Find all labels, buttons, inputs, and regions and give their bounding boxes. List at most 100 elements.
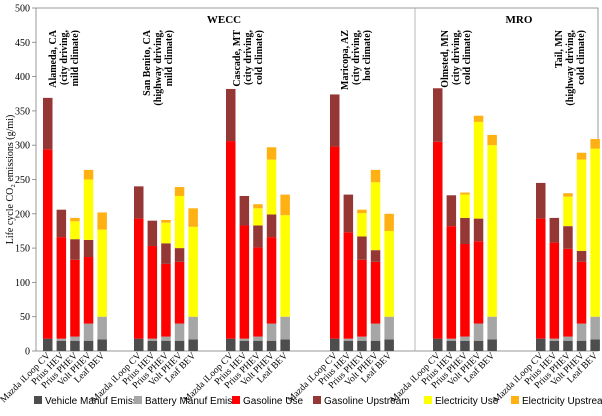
bar-segment-gasoline-use	[563, 248, 573, 337]
bar-segment-electricity-upstream	[83, 169, 94, 180]
bar-segment-battery-manuf-emiss	[370, 323, 381, 341]
bar-segment-vehicle-manuf-emiss	[161, 340, 171, 351]
location-label-line: San Benito, CA	[142, 29, 153, 96]
bar-segment-vehicle-manuf-emiss	[536, 338, 546, 351]
bar-segment-vehicle-manuf-emiss	[147, 340, 158, 351]
bar-segment-gasoline-use	[239, 225, 250, 339]
bar-segment-battery-manuf-emiss	[549, 338, 560, 341]
bar-segment-battery-manuf-emiss	[56, 338, 67, 341]
bar-segment-vehicle-manuf-emiss	[239, 340, 250, 351]
bar-segment-electricity-use	[460, 194, 470, 218]
bar-segment-battery-manuf-emiss	[487, 316, 497, 340]
bar-segment-electricity-use	[576, 159, 587, 251]
y-tick-label: 500	[15, 4, 30, 15]
bar-segment-battery-manuf-emiss	[253, 336, 263, 341]
y-tick-label: 0	[25, 347, 30, 358]
bar-segment-battery-manuf-emiss	[70, 336, 80, 341]
bar-segment-electricity-use	[370, 182, 381, 251]
location-label-line: cold climate)	[462, 30, 473, 85]
bar-segment-battery-manuf-emiss	[343, 338, 354, 341]
bar-segment-battery-manuf-emiss	[174, 323, 185, 341]
legend-label: Electricity Upstream	[522, 396, 602, 407]
location-label-line: (city driving,	[451, 30, 462, 85]
bar-segment-gasoline-upstream	[536, 182, 546, 219]
bar-segment-gasoline-use	[357, 259, 367, 337]
bar-segment-battery-manuf-emiss	[446, 338, 457, 341]
y-tick-label: 450	[15, 38, 30, 49]
bar-segment-vehicle-manuf-emiss	[433, 338, 443, 351]
bar-segment-vehicle-manuf-emiss	[460, 340, 470, 351]
bar-segment-electricity-use	[253, 208, 263, 226]
bar-segment-battery-manuf-emiss	[563, 336, 573, 341]
bar-segment-gasoline-upstream	[134, 186, 144, 219]
bar-segment-electricity-upstream	[174, 187, 185, 196]
bar-segment-electricity-use	[563, 196, 573, 227]
location-label-line: (city driving,	[59, 30, 70, 85]
bar-segment-electricity-upstream	[253, 204, 263, 209]
legend-swatch	[511, 396, 519, 404]
y-tick-label: 250	[15, 175, 30, 186]
bar-segment-gasoline-upstream	[370, 250, 381, 262]
location-label: San Benito, CA(highway driving,mild clim…	[142, 29, 175, 105]
y-tick-label: 150	[15, 244, 30, 255]
bar-segment-battery-manuf-emiss	[590, 316, 600, 340]
bar-segment-vehicle-manuf-emiss	[549, 340, 560, 351]
bar-segment-electricity-upstream	[487, 134, 497, 146]
location-label-line: hot climate)	[362, 30, 373, 81]
bar-segment-electricity-use	[83, 179, 94, 240]
bar-segment-gasoline-use	[446, 226, 457, 339]
bar-segment-electricity-use	[487, 145, 497, 317]
bar-segment-vehicle-manuf-emiss	[576, 340, 587, 351]
bar-segment-vehicle-manuf-emiss	[226, 338, 236, 351]
bar-segment-gasoline-use	[536, 218, 546, 339]
y-tick-label: 400	[15, 72, 30, 83]
bar-segment-battery-manuf-emiss	[473, 323, 484, 341]
bar-segment-gasoline-upstream	[43, 97, 53, 150]
legend-swatch	[34, 396, 42, 404]
legend-label: Gasoline Upstream	[324, 396, 410, 407]
bar-segment-electricity-use	[590, 148, 600, 317]
y-tick-label: 50	[20, 312, 30, 323]
location-label-line: Tail, MN	[554, 29, 565, 68]
bar-segment-electricity-upstream	[563, 193, 573, 197]
bar-segment-gasoline-use	[134, 218, 144, 339]
bar-segment-gasoline-upstream	[56, 209, 67, 238]
bar-segment-vehicle-manuf-emiss	[188, 339, 198, 351]
location-label-line: cold climate)	[254, 30, 265, 85]
bar-segment-gasoline-use	[70, 259, 80, 337]
y-tick-label: 350	[15, 106, 30, 117]
bar-segment-gasoline-use	[549, 242, 560, 339]
bar-segment-vehicle-manuf-emiss	[384, 339, 394, 351]
location-label: Olmsted, MN(city driving,cold climate)	[440, 29, 473, 88]
legend-label: Vehicle Manuf Emiss	[45, 396, 138, 407]
bar-segment-vehicle-manuf-emiss	[83, 340, 94, 351]
bar-segment-vehicle-manuf-emiss	[280, 339, 290, 351]
bar-segment-battery-manuf-emiss	[460, 336, 470, 341]
bar-segment-electricity-upstream	[384, 213, 394, 231]
region-label: WECC	[207, 14, 241, 26]
bar-segment-electricity-use	[188, 226, 198, 317]
bar-segment-gasoline-upstream	[330, 94, 340, 147]
bar-segment-gasoline-use	[147, 246, 158, 339]
bar-segment-gasoline-upstream	[576, 250, 587, 262]
legend-label: Electricity Use	[435, 396, 499, 407]
location-label-line: Maricopa, AZ	[340, 30, 351, 90]
bar-segment-vehicle-manuf-emiss	[134, 338, 144, 351]
bar-segment-gasoline-upstream	[357, 236, 367, 260]
location-label: Alameda, CA(city driving,mild climate)	[48, 29, 81, 88]
location-label-line: Cascade, MT	[232, 30, 243, 87]
bar-segment-battery-manuf-emiss	[188, 316, 198, 340]
bar-segment-gasoline-use	[174, 261, 185, 324]
bar-segment-vehicle-manuf-emiss	[357, 340, 367, 351]
bar-segment-gasoline-use	[433, 141, 443, 339]
bar-segment-electricity-upstream	[370, 169, 381, 183]
legend-label: Battery Manuf Emiss	[145, 396, 237, 407]
bar-segment-battery-manuf-emiss	[147, 338, 158, 341]
bar-segment-electricity-upstream	[280, 194, 290, 216]
bar-segment-gasoline-upstream	[460, 217, 470, 244]
bar-segment-gasoline-use	[83, 257, 94, 324]
bar-segment-battery-manuf-emiss	[384, 316, 394, 340]
bar-segment-vehicle-manuf-emiss	[487, 339, 497, 351]
location-label-line: cold climate)	[576, 30, 587, 85]
bar-segment-electricity-use	[357, 213, 367, 237]
